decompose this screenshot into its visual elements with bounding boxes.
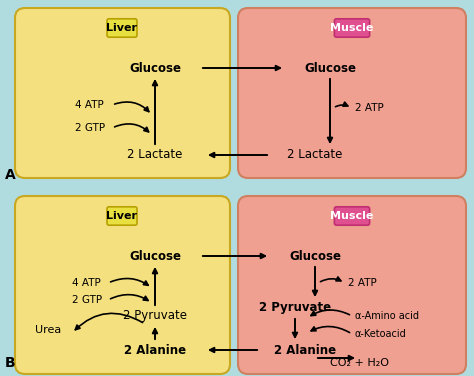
Text: α-Ketoacid: α-Ketoacid [355,329,407,339]
Text: 4 ATP: 4 ATP [75,100,104,110]
Text: 2 Lactate: 2 Lactate [128,149,182,162]
FancyBboxPatch shape [238,8,466,178]
Text: α-Amino acid: α-Amino acid [355,311,419,321]
FancyBboxPatch shape [15,196,230,374]
Text: Glucose: Glucose [289,250,341,262]
Text: 2 ATP: 2 ATP [348,278,377,288]
Text: 2 Alanine: 2 Alanine [274,344,336,356]
Text: A: A [5,168,16,182]
Text: Glucose: Glucose [129,62,181,74]
Text: 2 Alanine: 2 Alanine [124,344,186,356]
Text: Glucose: Glucose [304,62,356,74]
Text: 2 Pyruvate: 2 Pyruvate [259,302,331,314]
Text: Liver: Liver [107,23,137,33]
Text: 4 ATP: 4 ATP [72,278,101,288]
Text: 2 GTP: 2 GTP [75,123,105,133]
FancyBboxPatch shape [15,8,230,178]
Text: Muscle: Muscle [330,23,374,33]
Text: Urea: Urea [35,325,61,335]
Text: 2 ATP: 2 ATP [355,103,384,113]
Text: 2 GTP: 2 GTP [72,295,102,305]
FancyBboxPatch shape [107,19,137,37]
Text: 2 Lactate: 2 Lactate [287,149,343,162]
FancyBboxPatch shape [334,19,370,37]
Text: Glucose: Glucose [129,250,181,262]
Text: B: B [5,356,16,370]
Text: Muscle: Muscle [330,211,374,221]
FancyBboxPatch shape [107,207,137,225]
Text: CO₂ + H₂O: CO₂ + H₂O [330,358,390,368]
Text: Liver: Liver [107,211,137,221]
Text: 2 Pyruvate: 2 Pyruvate [123,309,187,323]
FancyBboxPatch shape [238,196,466,374]
FancyBboxPatch shape [334,207,370,225]
